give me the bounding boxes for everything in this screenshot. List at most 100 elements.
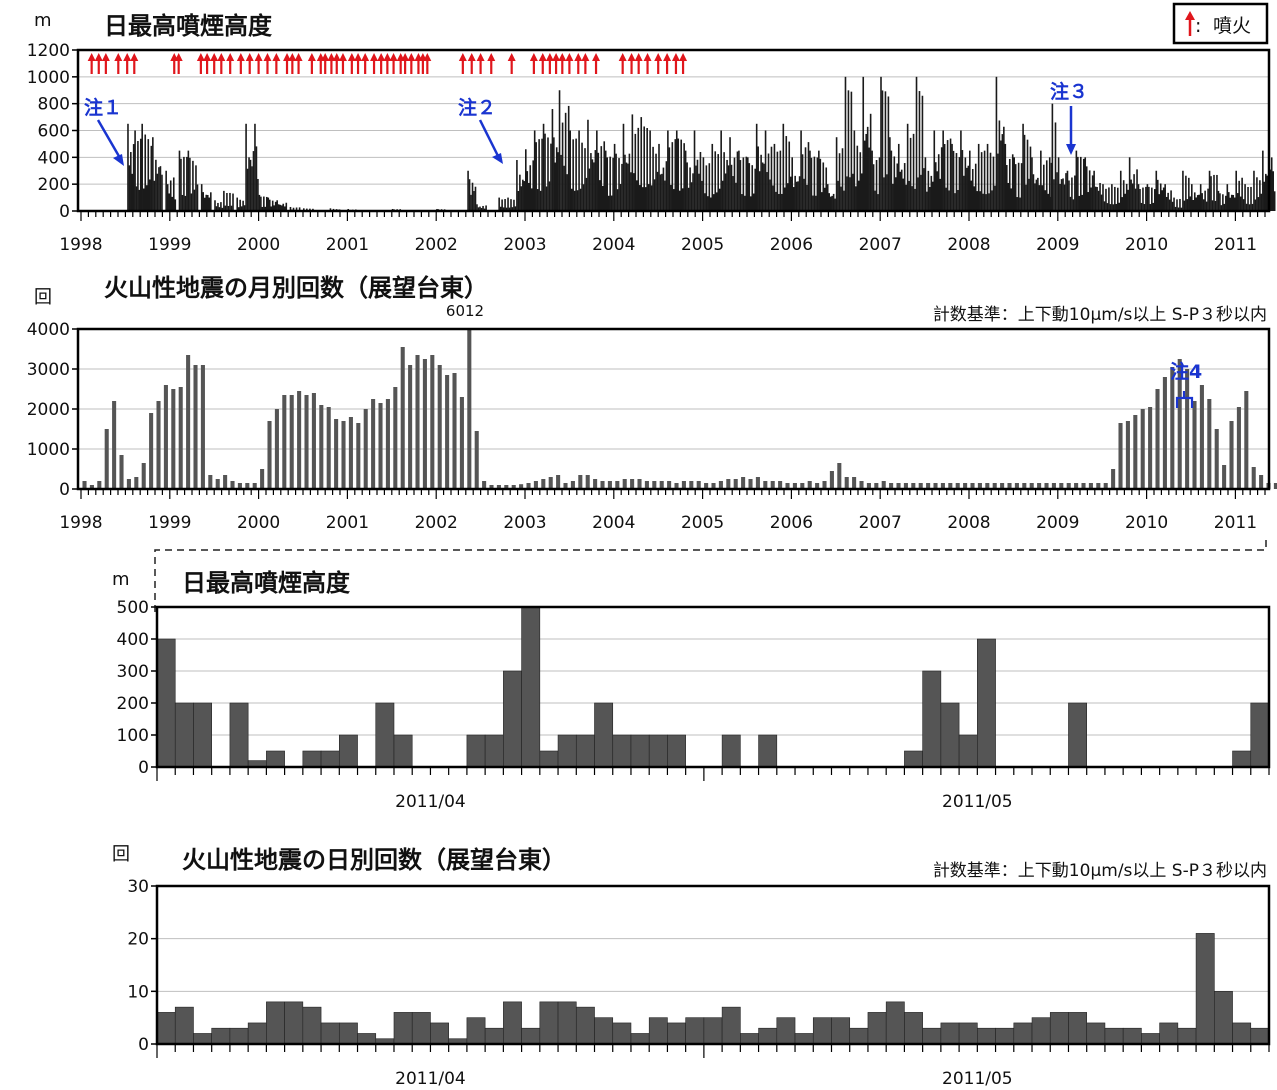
- p1-bar: [1062, 178, 1064, 211]
- p2-frame: [76, 327, 1271, 491]
- p4-bar: [1250, 1027, 1270, 1045]
- p1-bar: [539, 190, 542, 211]
- p1-bar: [597, 152, 600, 211]
- p2-bar: [1199, 385, 1204, 489]
- p1-bar: [788, 141, 791, 211]
- p1-bar: [1198, 194, 1200, 211]
- p2-bar: [452, 373, 457, 489]
- p1-bar: [723, 152, 725, 211]
- p1-bar: [165, 170, 167, 211]
- p1-xtick-label: 1999: [148, 235, 191, 255]
- p4-bar: [1195, 933, 1215, 1045]
- p2-bar: [985, 483, 990, 489]
- p1-bar: [826, 184, 829, 211]
- p2-bar: [1133, 415, 1138, 489]
- p1-bar: [758, 171, 761, 211]
- p1-bar: [240, 206, 243, 211]
- p1-eruption-arrowhead: [565, 53, 574, 61]
- p1-bar: [505, 207, 508, 211]
- p1-bar: [880, 76, 882, 211]
- p2-gridlines: [78, 368, 1269, 450]
- p2-xtick-label: 2000: [237, 513, 280, 533]
- p1-bar: [180, 158, 182, 211]
- p1-bar: [662, 167, 665, 211]
- p4-bar: [1214, 991, 1233, 1045]
- p1-eruption-arrowhead: [627, 53, 636, 61]
- p1-bar: [252, 151, 255, 211]
- p1-bar: [736, 151, 739, 211]
- p4-bar: [430, 1022, 449, 1045]
- p1-bar: [1192, 199, 1195, 211]
- p2-bar: [348, 417, 353, 489]
- p1-bar: [203, 197, 206, 211]
- p1-bar: [1044, 190, 1047, 211]
- panel-daily-quakes: 回 火山性地震の日別回数（展望台東） 計数基準：上下動10μm/s以上 S-P３…: [112, 844, 1271, 1089]
- p1-bar: [837, 180, 839, 211]
- p1-bar: [775, 191, 777, 211]
- p4-bar: [831, 1017, 851, 1045]
- p1-bar: [721, 180, 724, 211]
- p1-bar: [718, 188, 721, 211]
- p1-unit-label: m: [34, 10, 52, 31]
- p1-bar: [127, 123, 129, 211]
- note-3: 注３: [1050, 80, 1088, 155]
- p4-bar: [1177, 1027, 1197, 1045]
- p1-bar: [178, 150, 181, 211]
- p1-bar: [1000, 140, 1002, 211]
- p1-eruption-arrowhead: [581, 53, 590, 61]
- p1-bar: [754, 168, 756, 211]
- p4-bar: [758, 1027, 778, 1045]
- p1-xtick-label: 2006: [770, 235, 813, 255]
- p1-bar: [1084, 157, 1087, 211]
- p1-bar: [781, 193, 783, 211]
- zoom-bracket: [154, 535, 1267, 612]
- p2-bar: [408, 365, 413, 489]
- p2-bar: [866, 483, 871, 489]
- p1-bar: [187, 150, 190, 211]
- p1-bar: [1183, 200, 1186, 211]
- p1-ytick-label: 1200: [27, 41, 70, 61]
- p1-bar: [604, 150, 607, 211]
- p1-xtick-label: 2008: [947, 235, 990, 255]
- p1-bar: [285, 202, 288, 211]
- p1-bar: [624, 154, 626, 211]
- p1-bar: [1029, 146, 1032, 211]
- p1-bar: [767, 153, 770, 211]
- p2-bar: [637, 479, 642, 489]
- p2-bar: [1066, 483, 1071, 489]
- p1-bar: [171, 196, 174, 211]
- p1-bar: [1266, 175, 1269, 211]
- p1-bar: [955, 153, 958, 211]
- p1-bar: [671, 142, 674, 211]
- p1-bar: [570, 188, 573, 211]
- p1-bar: [658, 143, 660, 211]
- p4-bar: [1086, 1022, 1106, 1045]
- p1-bar: [732, 176, 734, 211]
- p4-ytick-label: 20: [127, 930, 149, 950]
- p3-ytick-label: 300: [117, 662, 149, 682]
- p1-bar: [633, 173, 635, 211]
- p1-bar: [1154, 189, 1156, 211]
- p4-bar: [521, 1027, 541, 1045]
- p1-bar: [1057, 157, 1060, 211]
- p1-bar: [274, 201, 277, 211]
- p1-bar: [705, 165, 708, 211]
- p1-bar: [1195, 197, 1198, 211]
- p2-bar: [400, 347, 405, 489]
- p1-bar: [183, 156, 185, 211]
- p1-bar: [502, 207, 505, 211]
- p1-bar: [1207, 188, 1209, 211]
- p1-bar: [677, 138, 680, 211]
- p1-bar: [823, 187, 826, 211]
- p2-bar: [415, 355, 420, 489]
- p1-bar: [329, 208, 332, 211]
- p1-bar: [874, 190, 876, 211]
- p1-bar: [769, 179, 771, 211]
- p3-bar: [594, 702, 614, 768]
- p1-bar: [603, 141, 606, 211]
- p1-bar: [1180, 207, 1183, 211]
- p1-bar: [1164, 184, 1166, 211]
- p4-axes: 0 10 20 30 2011/04 2011/05: [127, 877, 1270, 1089]
- p1-bar: [1193, 192, 1196, 211]
- p1-bar: [791, 157, 793, 211]
